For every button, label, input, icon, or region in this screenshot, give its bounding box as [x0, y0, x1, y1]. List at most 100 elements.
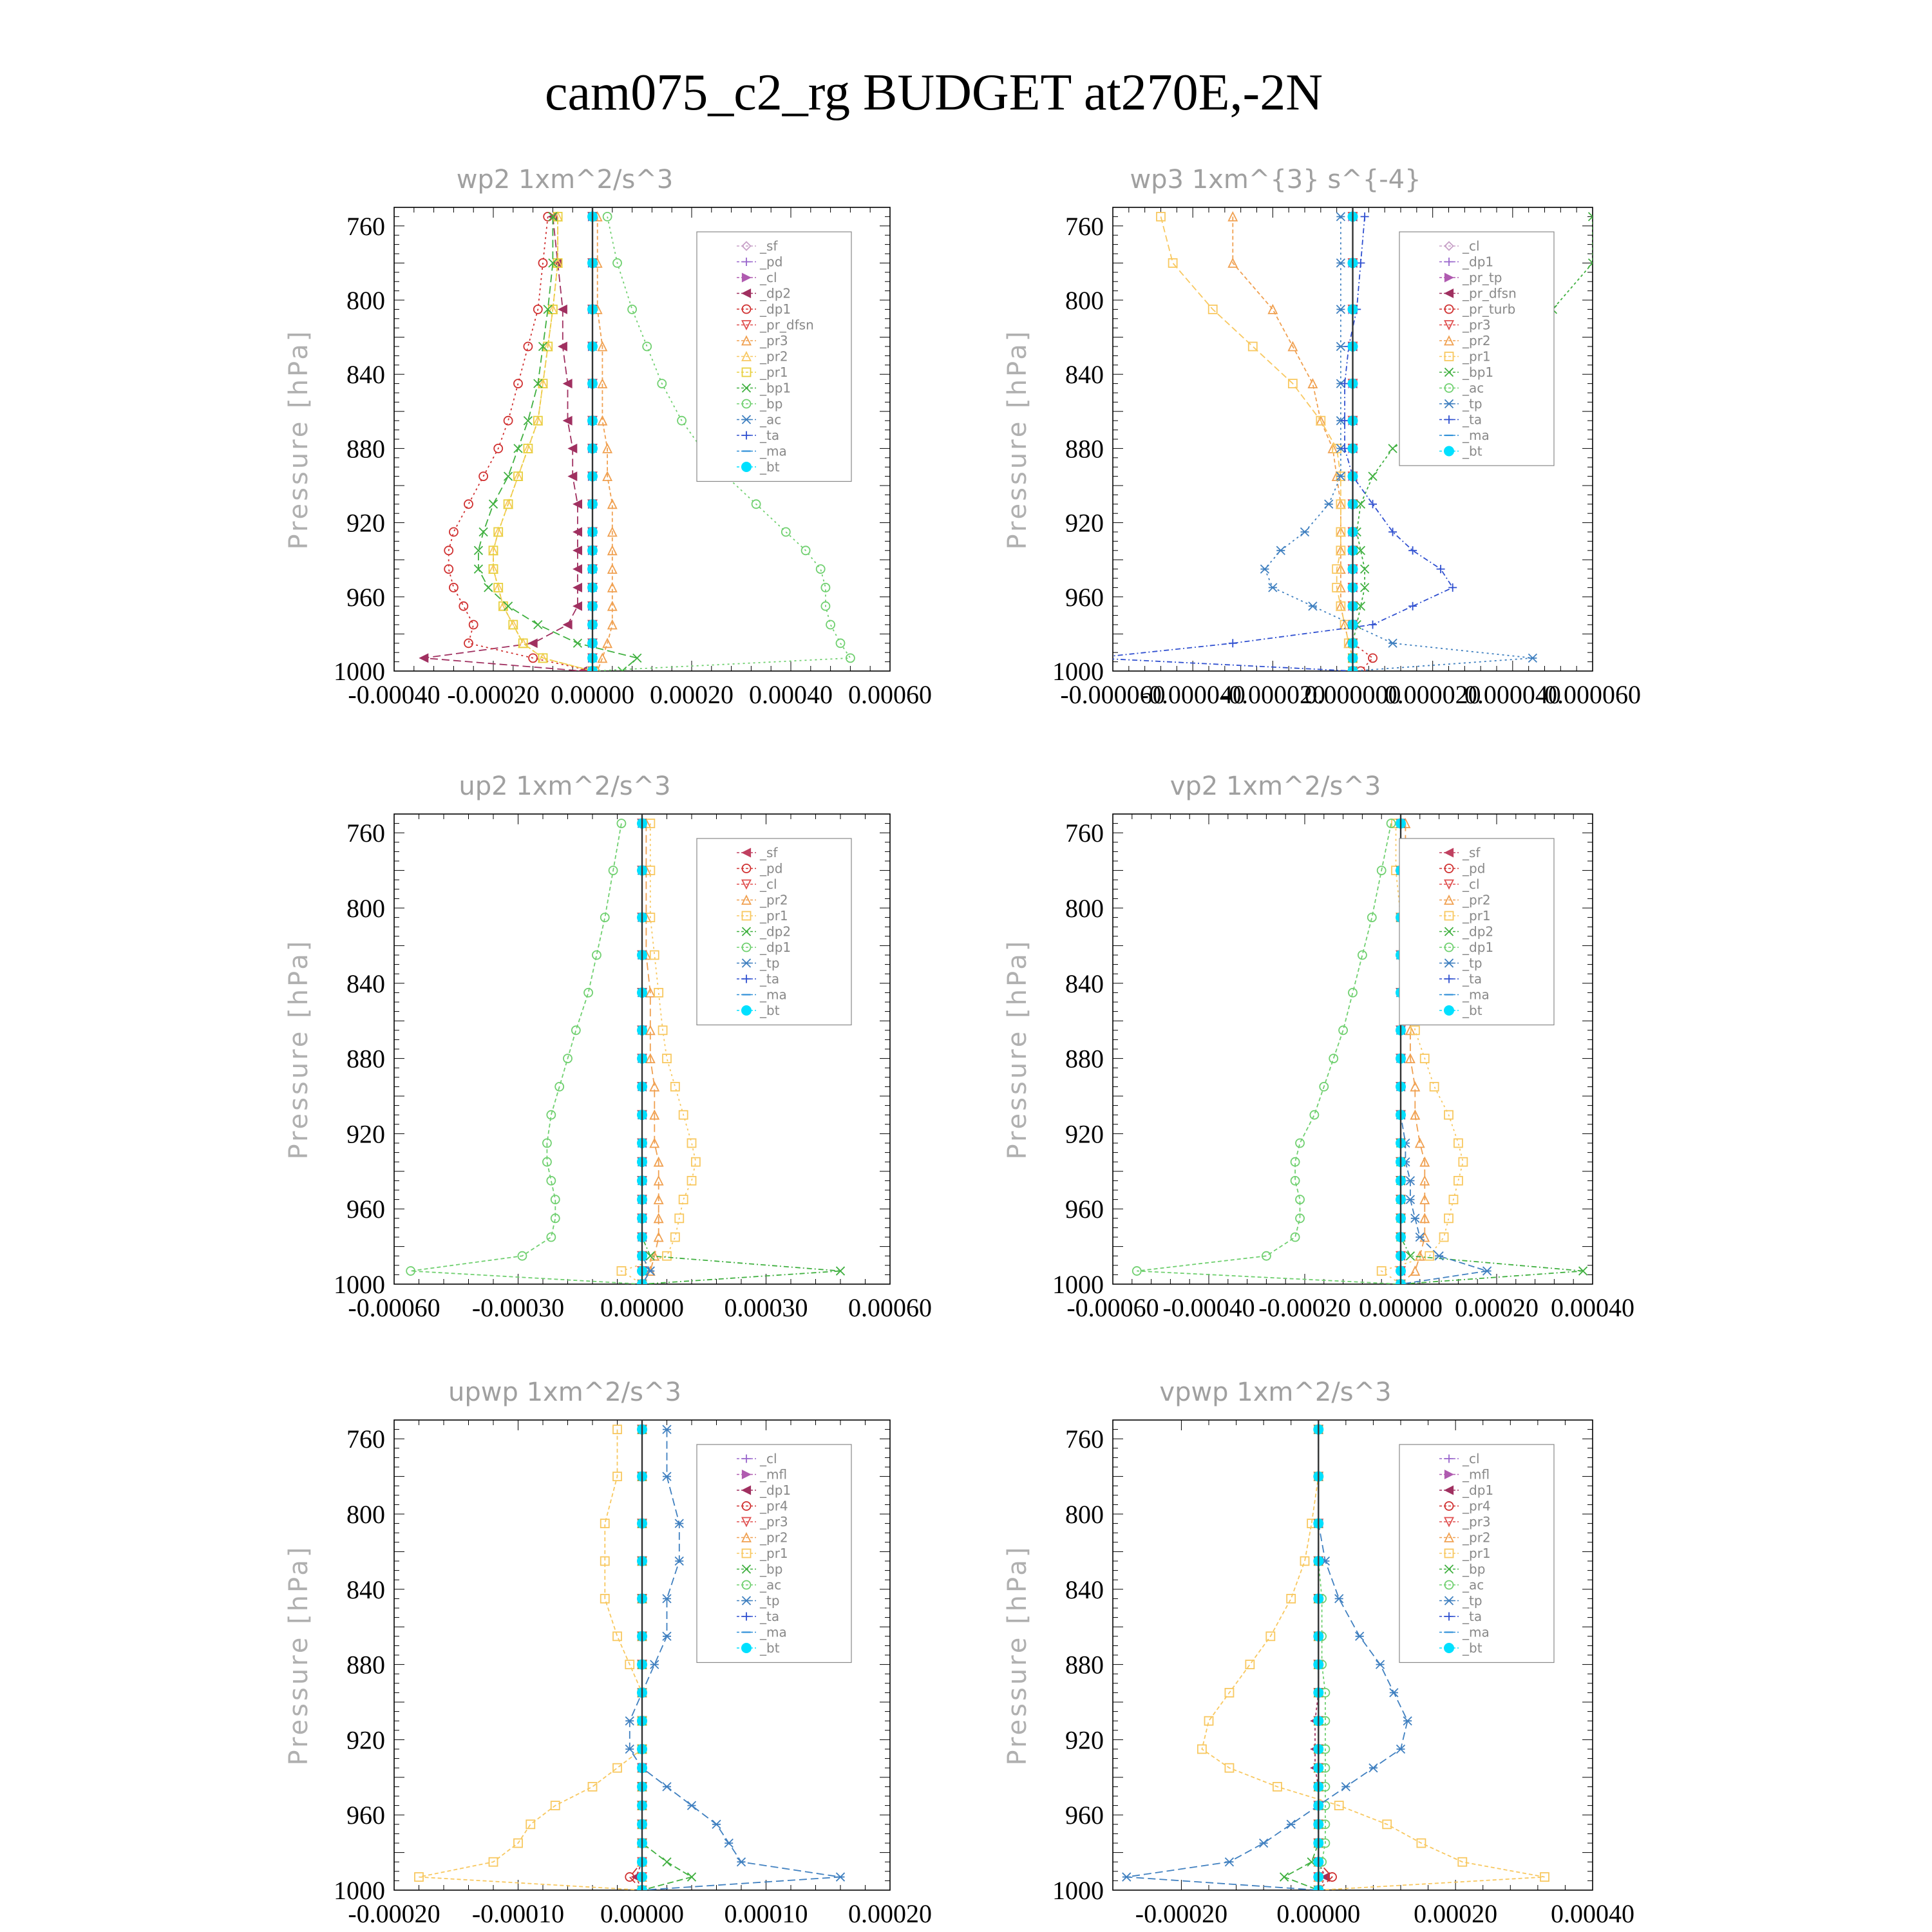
series-point-ta: [1228, 639, 1237, 648]
series-point-bp: [781, 527, 791, 537]
series-point-bp1: [533, 620, 543, 630]
series-point-pr2: [1227, 257, 1238, 268]
series-point-pr4: [1327, 1872, 1337, 1882]
series-point-tp: [662, 1782, 672, 1792]
series-point-pr1: [670, 1232, 680, 1242]
series-point-dp1: [583, 988, 593, 998]
series-point-bp1: [1587, 258, 1593, 268]
y-tick-label: 960: [1065, 583, 1104, 612]
y-tick-label: 920: [1065, 1119, 1104, 1148]
series-point-dp2: [562, 415, 573, 426]
series-point-ta: [1368, 500, 1378, 509]
series-point-pr1: [1382, 1819, 1392, 1830]
legend-entry: _pr_dfsn: [1462, 286, 1517, 301]
legend-marker: [742, 1612, 751, 1621]
x-tick-label: -0.00030: [472, 1293, 564, 1322]
x-tick-label: 0.00000: [600, 1293, 684, 1322]
series-point-pr1: [1247, 341, 1258, 352]
series-point-bp1: [1356, 499, 1366, 509]
series-point-pr2: [645, 1025, 656, 1036]
series-point-pr1: [493, 583, 504, 592]
legend-entry: _bp: [1462, 1562, 1485, 1577]
series-point-dp1: [608, 866, 618, 875]
series-point-bp1: [503, 471, 513, 481]
series-point-bp1: [548, 258, 558, 268]
series-point-pr1: [1457, 1857, 1468, 1867]
x-tick-label: 0.00000: [600, 1899, 684, 1928]
legend-entry: _tp: [1462, 1593, 1482, 1609]
series-line-dp1: [1137, 823, 1401, 1284]
series-point-dp1: [1309, 1110, 1320, 1120]
series-point-pr2: [645, 987, 656, 998]
x-tick-label: 0.00020: [1414, 1899, 1497, 1928]
y-tick-label: 800: [1065, 286, 1104, 315]
series-point-dp1: [444, 564, 454, 574]
y-tick-label: 840: [1065, 360, 1104, 389]
legend-entry: _dp1: [759, 301, 791, 317]
legend-marker: [741, 350, 752, 361]
series-point-bp1: [484, 583, 493, 592]
series-point-pr1: [1540, 1872, 1549, 1882]
legend-entry: _pr2: [1462, 1530, 1491, 1546]
series-point-tp: [1528, 653, 1538, 663]
legend-entry: _ma: [759, 987, 787, 1003]
series-point-dp1: [459, 601, 469, 611]
series-point-tp: [662, 1472, 672, 1481]
series-point-tp: [712, 1819, 721, 1829]
series-line-pr1: [419, 1429, 643, 1890]
legend-entry: _cl: [1462, 238, 1480, 254]
series-point-pr1: [662, 1251, 672, 1261]
series-point-pr1: [533, 415, 543, 426]
series-point-pr1: [1425, 1251, 1435, 1261]
series-point-tp: [1300, 527, 1310, 537]
series-point-tp: [1355, 1631, 1365, 1641]
series-point-pr1: [1332, 564, 1342, 574]
legend-marker: [1444, 241, 1454, 251]
series-point-pr1: [513, 471, 523, 481]
y-tick-label: 840: [346, 360, 385, 389]
series-point-bp: [627, 304, 637, 314]
series-point-pr1: [1156, 211, 1166, 222]
series-point-dp1: [1320, 1872, 1331, 1882]
panel-title: wp3 1xm^{3} s^{-4}: [1130, 165, 1421, 194]
series-point-tp: [625, 1744, 634, 1754]
series-point-bp: [642, 341, 652, 352]
series-point-dp1: [1338, 1025, 1349, 1036]
series-point-dp1: [550, 1213, 560, 1224]
series-point-tp: [1324, 499, 1334, 509]
series-point-pr1: [488, 545, 498, 556]
y-tick-label: 920: [1065, 1725, 1104, 1754]
series-point-pr1: [1336, 499, 1346, 509]
legend-entry: _pr1: [1462, 908, 1491, 923]
legend-marker: [1444, 258, 1454, 266]
series-point-pr3: [607, 600, 618, 611]
series-area: [419, 207, 855, 671]
y-tick-label: 880: [1065, 1651, 1104, 1680]
legend-marker: [1444, 958, 1454, 968]
series-point-pr2: [1307, 378, 1318, 388]
series-point-pr1: [1286, 1593, 1296, 1604]
series-point-tp: [1410, 1213, 1420, 1223]
x-tick-label: 0.00040: [1551, 1293, 1634, 1322]
series-point-tp: [687, 1801, 697, 1810]
series-point-pr1: [1453, 1176, 1463, 1186]
series-point-dp2: [573, 582, 583, 592]
series-point-pr1: [678, 1195, 688, 1204]
series-point-bp1: [523, 416, 533, 426]
legend-entry: _dp2: [759, 924, 791, 940]
y-tick-label: 920: [346, 509, 385, 538]
legend-entry: _pd: [759, 861, 782, 876]
series-point-dp2: [527, 638, 538, 649]
series-point-dp1: [468, 620, 478, 630]
series-point-dp1: [1319, 1082, 1329, 1092]
series-point-pr3: [607, 564, 618, 574]
legend-marker: [1444, 927, 1454, 936]
series-line-bp: [641, 1429, 694, 1890]
legend-marker: [741, 383, 752, 393]
legend-marker: [1444, 1643, 1454, 1653]
series-point-pr1: [1336, 601, 1346, 611]
series-point-pr1: [513, 1838, 523, 1848]
series-point-pr1: [612, 1631, 622, 1642]
y-axis-label: Pressure [hPa]: [1003, 939, 1032, 1160]
series-point-dp1: [406, 1266, 416, 1276]
